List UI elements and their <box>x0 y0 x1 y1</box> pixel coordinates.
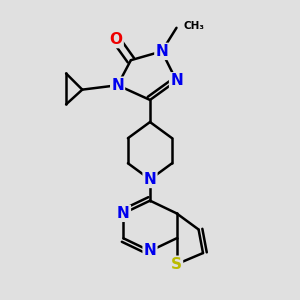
Text: N: N <box>170 73 183 88</box>
Text: N: N <box>144 244 156 259</box>
Text: CH₃: CH₃ <box>184 21 205 31</box>
Text: O: O <box>110 32 123 47</box>
Text: N: N <box>155 44 168 59</box>
Text: S: S <box>171 257 182 272</box>
Text: N: N <box>117 206 130 221</box>
Text: N: N <box>111 78 124 93</box>
Text: N: N <box>144 172 156 187</box>
